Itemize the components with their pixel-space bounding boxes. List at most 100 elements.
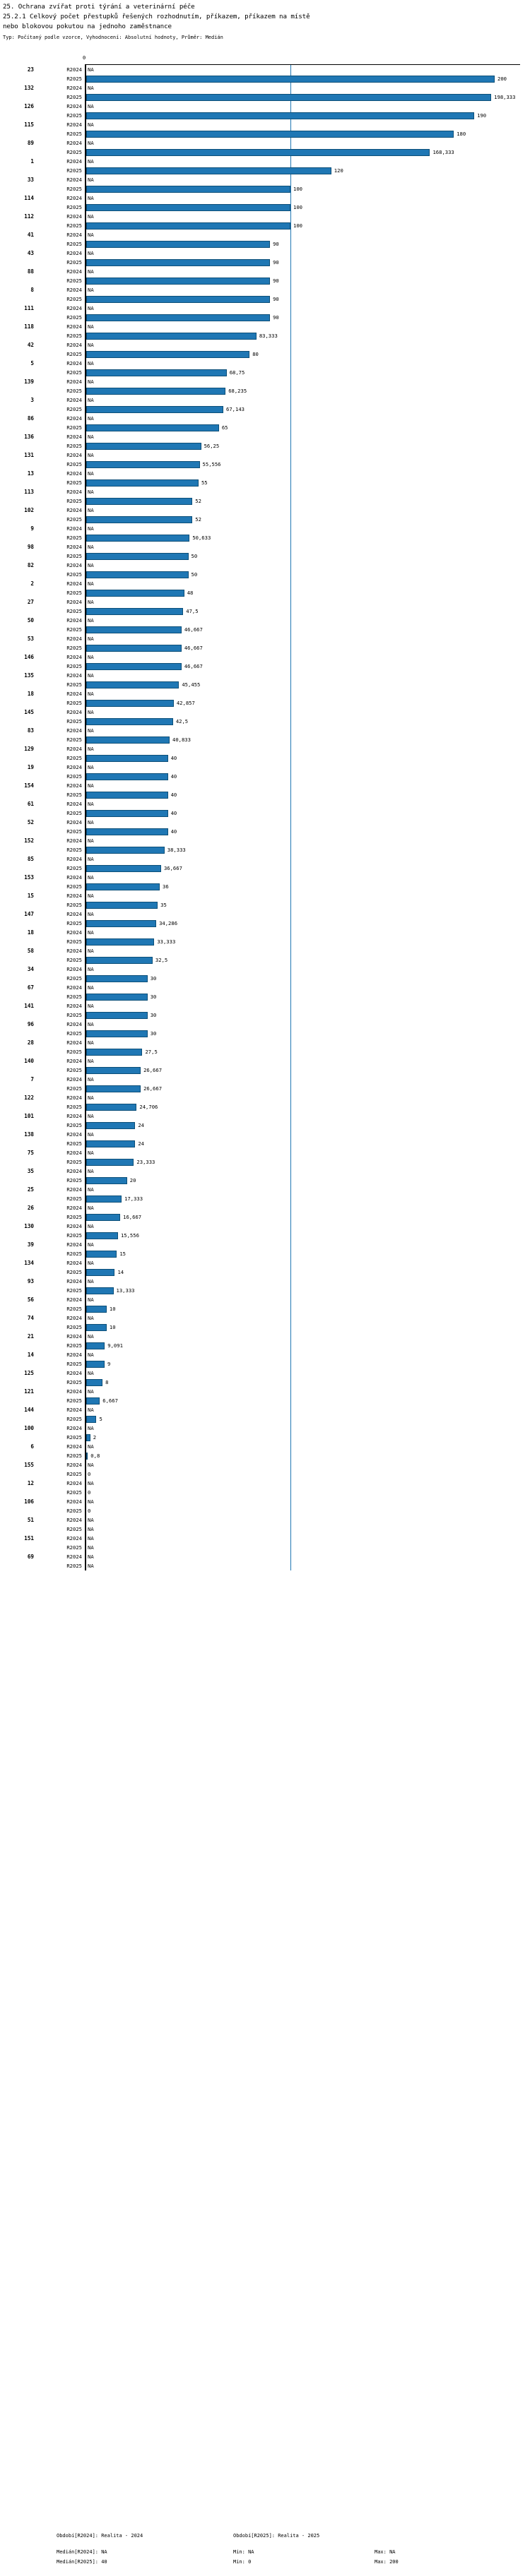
bar-group: 98 R2024 NA R2025 50: [0, 542, 530, 561]
bar[interactable]: [86, 828, 168, 835]
bar-group: 122 R2024 NA R2025 24,706: [0, 1093, 530, 1111]
bar[interactable]: [86, 938, 155, 946]
bar-value-label: NA: [88, 856, 94, 862]
bar[interactable]: [86, 1323, 107, 1331]
bar[interactable]: [86, 1268, 115, 1276]
bar-group: 111 R2024 NA R2025 90: [0, 304, 530, 322]
table-row: 114 R2024 NA: [0, 193, 530, 203]
bar[interactable]: [86, 1121, 136, 1129]
bar[interactable]: [86, 479, 199, 487]
bar[interactable]: [86, 589, 184, 597]
bar[interactable]: [86, 1397, 100, 1405]
bar-group: 19 R2024 NA R2025 40: [0, 763, 530, 781]
bar[interactable]: [86, 405, 224, 413]
table-row: 102 R2024 NA: [0, 506, 530, 515]
bar[interactable]: [86, 148, 430, 156]
bar-cell: 100: [86, 184, 530, 193]
bar[interactable]: [86, 1066, 141, 1074]
bar[interactable]: [86, 864, 161, 872]
bar[interactable]: [86, 93, 492, 101]
bar[interactable]: [86, 1250, 117, 1258]
bar[interactable]: [86, 644, 182, 652]
bar[interactable]: [86, 185, 290, 193]
bar-cell: NA: [86, 744, 530, 753]
bar[interactable]: [86, 258, 271, 266]
bar[interactable]: [86, 112, 475, 119]
bar[interactable]: [86, 460, 200, 468]
row-id-label: 154: [24, 782, 34, 789]
row-id-label: 100: [24, 1425, 34, 1431]
bar[interactable]: [86, 167, 331, 174]
bar[interactable]: [86, 203, 290, 211]
bar[interactable]: [86, 534, 190, 542]
bar[interactable]: [86, 1011, 148, 1019]
bar[interactable]: [86, 571, 189, 578]
bar[interactable]: [86, 387, 226, 395]
bar[interactable]: [86, 1415, 97, 1423]
bar[interactable]: [86, 681, 179, 688]
bar[interactable]: [86, 809, 168, 817]
bar[interactable]: [86, 1433, 90, 1441]
bar[interactable]: [86, 736, 170, 744]
bar[interactable]: [86, 1232, 118, 1239]
bar[interactable]: [86, 75, 495, 83]
bar[interactable]: [86, 277, 271, 285]
bar[interactable]: [86, 717, 173, 725]
bar[interactable]: [86, 240, 271, 248]
bar[interactable]: [86, 442, 201, 450]
bar[interactable]: [86, 607, 184, 615]
bar[interactable]: [86, 1287, 114, 1294]
footer-stats-2024-row: Medián[R2024]: NA Min: NA Max: NA: [0, 2549, 530, 2559]
bar[interactable]: [86, 901, 158, 909]
bar[interactable]: [86, 846, 165, 854]
bar[interactable]: [86, 993, 148, 1001]
bar[interactable]: [86, 1360, 105, 1368]
bar-cell: 9: [86, 1359, 530, 1368]
bar[interactable]: [86, 332, 257, 340]
bar[interactable]: [86, 515, 193, 523]
bar[interactable]: [86, 1452, 88, 1460]
bar[interactable]: [86, 1378, 103, 1386]
bar[interactable]: [86, 552, 189, 560]
row-id-label: 152: [24, 837, 34, 844]
bar[interactable]: [86, 919, 157, 927]
row-series-label: R2024: [66, 1260, 82, 1266]
table-row: 12 R2024 NA: [0, 1479, 530, 1488]
table-row: 140 R2024 NA: [0, 1056, 530, 1066]
bar[interactable]: [86, 883, 160, 890]
table-row: R2025 20: [0, 1176, 530, 1185]
bar[interactable]: [86, 1030, 148, 1037]
bar[interactable]: [86, 350, 250, 358]
bar[interactable]: [86, 1103, 137, 1111]
bar[interactable]: [86, 1048, 143, 1056]
bar[interactable]: [86, 1158, 134, 1166]
bar[interactable]: [86, 1213, 121, 1221]
bar-value-label: NA: [88, 1462, 94, 1468]
bar[interactable]: [86, 497, 193, 505]
bar[interactable]: [86, 295, 271, 303]
bar[interactable]: [86, 773, 168, 780]
bar[interactable]: [86, 754, 168, 762]
row-series-label: R2025: [66, 828, 82, 835]
table-row: R2025 200: [0, 74, 530, 83]
bar[interactable]: [86, 222, 290, 229]
bar-value-label: NA: [88, 378, 94, 385]
bar[interactable]: [86, 1085, 141, 1092]
bar[interactable]: [86, 1176, 127, 1184]
row-series-label: R2025: [66, 167, 82, 174]
bar[interactable]: [86, 699, 174, 707]
bar[interactable]: [86, 791, 168, 799]
bar[interactable]: [86, 424, 219, 431]
bar[interactable]: [86, 626, 182, 633]
bar[interactable]: [86, 1195, 122, 1203]
bar[interactable]: [86, 369, 227, 376]
bar[interactable]: [86, 130, 454, 138]
bar[interactable]: [86, 662, 182, 670]
bar[interactable]: [86, 1342, 105, 1349]
bar[interactable]: [86, 1305, 107, 1313]
bar-value-label: NA: [88, 1425, 94, 1431]
bar[interactable]: [86, 956, 153, 964]
bar[interactable]: [86, 314, 271, 321]
bar[interactable]: [86, 1140, 136, 1147]
bar[interactable]: [86, 974, 148, 982]
